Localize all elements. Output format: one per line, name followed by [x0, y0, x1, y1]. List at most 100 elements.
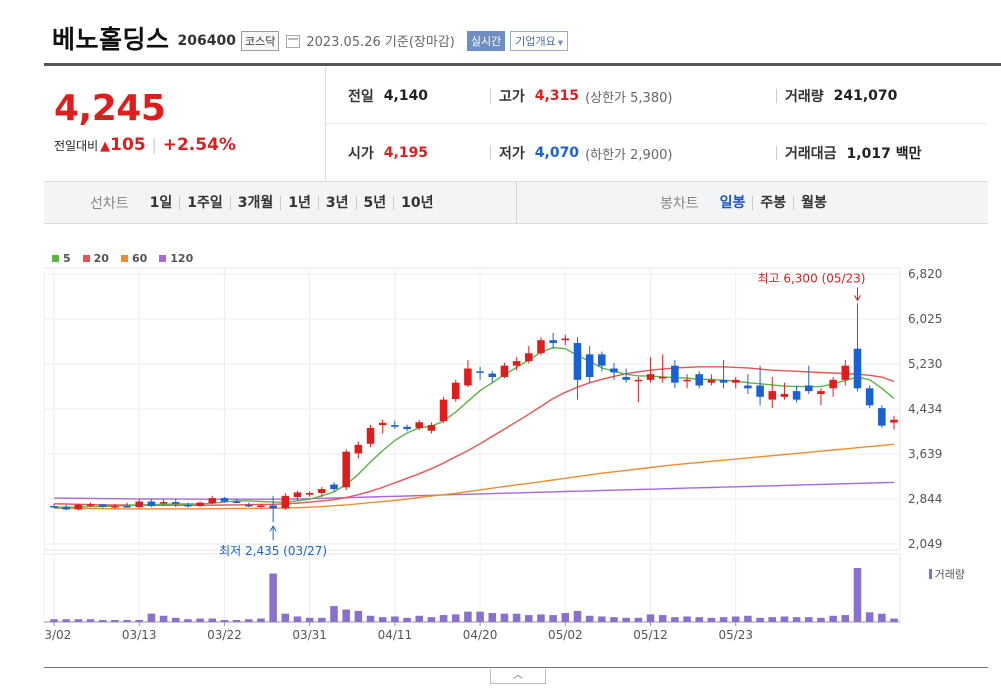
legend-label: 60 [131, 252, 148, 265]
ma20-line [53, 366, 895, 506]
ma60-line [53, 443, 895, 510]
candle-body [245, 504, 253, 507]
volume-bar [561, 613, 570, 622]
volume-bar [731, 616, 740, 622]
stat-low: 저가 4,070 (하한가 2,900) [490, 143, 672, 163]
candle-body [476, 371, 484, 373]
candle-body [111, 506, 119, 508]
legend-swatch [159, 255, 167, 262]
legend-swatch [52, 255, 59, 262]
period-5y[interactable]: 5년 [355, 196, 394, 210]
realtime-button[interactable]: 실시간 [466, 30, 506, 51]
current-price: 4,245 [54, 88, 166, 129]
stat-label: 고가 [499, 89, 525, 105]
volume-bar [841, 615, 850, 622]
legend-label: 120 [170, 252, 194, 265]
volume-bar [415, 615, 423, 622]
stat-sub: (상한가 5,380) [585, 90, 673, 106]
y-tick-label: 5,230 [908, 357, 942, 371]
period-1y[interactable]: 1년 [280, 196, 318, 210]
period-daily[interactable]: 일봉 [719, 195, 746, 211]
volume-bar [86, 619, 95, 622]
legend-ma5: 5 [52, 252, 71, 265]
candle-body [269, 505, 277, 509]
candle-body [853, 348, 862, 389]
x-tick-label: 05/12 [633, 628, 668, 642]
volume-bar [683, 616, 691, 622]
candle-body [281, 495, 290, 509]
price-chart[interactable]: 6,820 6,025 5,230 4,434 3,639 2,844 2,049 03/02… [44, 248, 1001, 668]
candle-body [805, 385, 813, 392]
volume-bar [245, 619, 253, 622]
volume-pane-frame [44, 553, 901, 623]
ma120-line [53, 481, 895, 500]
volume-bar [537, 614, 545, 622]
volume-bar [549, 615, 557, 622]
collapse-button[interactable]: ︿ [490, 669, 546, 684]
stat-sub: (하한가 2,900) [585, 147, 673, 163]
period-10y[interactable]: 10년 [393, 196, 440, 210]
candle-body [208, 498, 217, 504]
period-3m[interactable]: 3개월 [229, 196, 281, 210]
volume-bar [476, 611, 484, 622]
volume-bar [427, 617, 436, 622]
date-text: 2023.05.26 기준(장마감) [306, 35, 455, 50]
stat-value: 241,070 [833, 88, 898, 104]
low-arrow-head [269, 525, 277, 532]
y-tick-label: 2,844 [908, 492, 942, 506]
stat-divider [776, 89, 777, 103]
volume-bar [719, 617, 728, 622]
company-overview-label: 기업개요 [515, 34, 556, 48]
period-3y[interactable]: 3년 [317, 196, 356, 210]
candle-body [488, 373, 497, 377]
candle-body [658, 376, 667, 379]
candle-body [159, 502, 168, 504]
chevron-up-icon: ︿ [513, 670, 523, 681]
candle-body [817, 391, 825, 394]
stat-value: 4,315 [534, 88, 580, 104]
bottom-divider [44, 667, 988, 668]
company-overview-dropdown[interactable]: 기업개요 ▼ [510, 30, 569, 51]
volume-bar [585, 615, 594, 622]
candle-body [878, 408, 886, 426]
volume-bar [817, 617, 825, 622]
high-arrow-head [854, 295, 861, 302]
volume-legend: 거래량 [928, 566, 965, 582]
volume-legend-label: 거래량 [934, 568, 965, 581]
ma5-line [54, 346, 895, 508]
period-monthly[interactable]: 월봉 [793, 196, 834, 210]
y-tick-label: 4,434 [908, 402, 942, 416]
volume-bar [184, 619, 192, 622]
volume-bar [622, 617, 630, 622]
period-weekly[interactable]: 주봉 [752, 196, 793, 210]
volume-bar [792, 617, 801, 622]
calendar-icon [286, 34, 301, 48]
candle-body [74, 504, 83, 510]
period-1d[interactable]: 1일 [149, 195, 173, 211]
stat-row-divider [326, 123, 987, 124]
volume-bar [50, 619, 58, 622]
volume-bar [208, 618, 217, 622]
volume-bar [707, 617, 716, 622]
candle-body [780, 393, 789, 397]
chevron-down-icon: ▼ [557, 38, 564, 47]
candle-body [549, 340, 557, 344]
y-tick-label: 6,820 [908, 267, 942, 281]
stat-label: 거래량 [785, 89, 824, 105]
period-1w[interactable]: 1주일 [179, 196, 230, 210]
line-chart-periods: 선차트 1일 1주일 3개월 1년 3년 5년 10년 [90, 193, 441, 213]
period-divider [516, 182, 517, 223]
low-annotation: 최저 2,435 (03/27) [219, 544, 327, 558]
legend-swatch [82, 255, 90, 262]
candle-body [719, 379, 728, 383]
volume-bar [354, 610, 363, 622]
candle-body [257, 505, 265, 507]
volume-bar [330, 606, 338, 622]
volume-bar [805, 617, 813, 622]
candle-body [451, 382, 460, 400]
x-tick-label: 04/11 [378, 628, 413, 642]
volume-bar [293, 616, 302, 622]
change-row: 전일대비 ▲ 105 | +2.54% [54, 135, 236, 155]
stat-divider [490, 89, 491, 103]
market-badge: 코스닥 [240, 30, 280, 51]
